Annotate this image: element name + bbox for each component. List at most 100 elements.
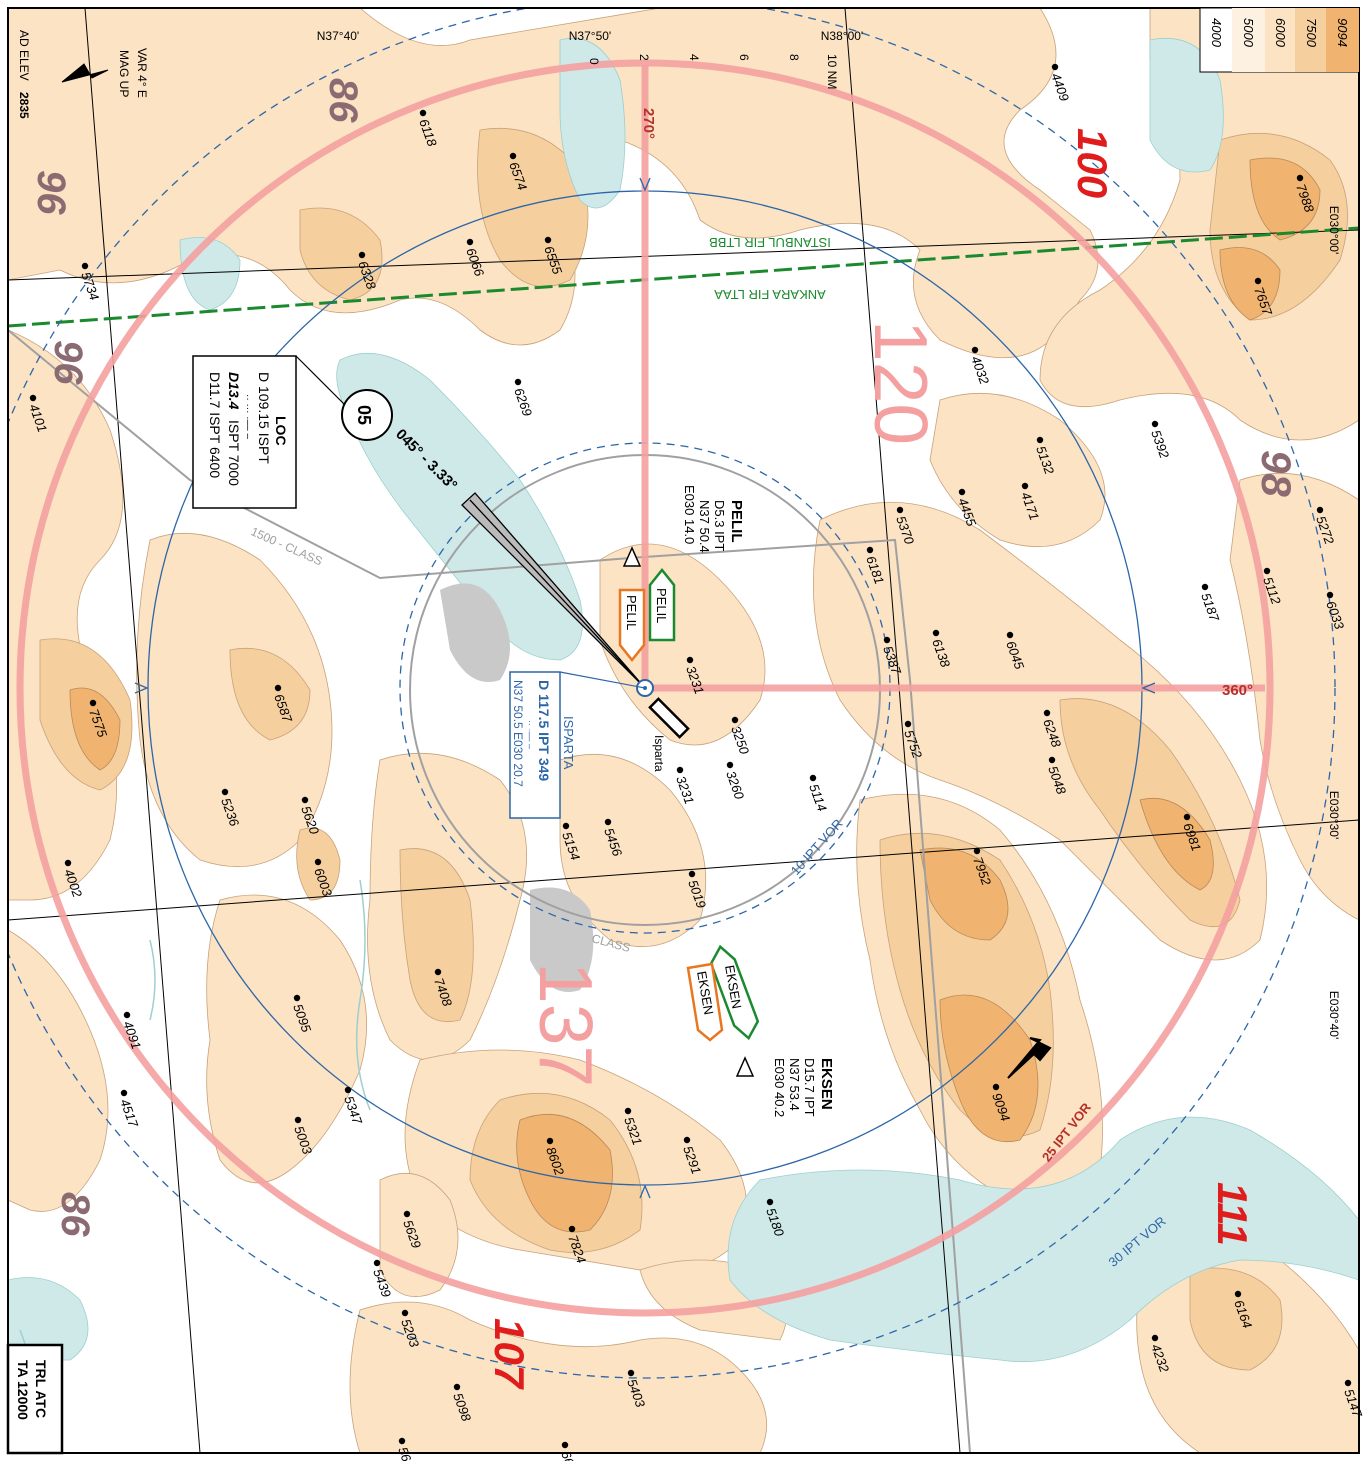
spot-elevation-dot [562,822,570,830]
spot-elevation-label: 4409 [1048,71,1072,103]
scale-mark-10: 10 NM [825,54,839,89]
msa-86-bot: 86 [53,1192,97,1237]
legend-6000: 6000 [1273,18,1288,48]
spot-elevation-dot [123,1011,131,1019]
loc-box: LOC D 109.15 ISPT ·· ··· ·–– – D13.4 ISP… [192,355,346,509]
spot-elevation-dot [1254,277,1262,285]
eksen-name: EKSEN [818,1058,835,1110]
eksen-lat: N37 53.4 [787,1058,802,1111]
north-arrow-icon [61,63,109,83]
spot-elevation-label: 5114 [806,782,830,813]
spot-elevation-dot [883,636,891,644]
highest-terrain-arrow-icon [1007,1037,1052,1079]
scale-mark-0: 0 [587,58,601,65]
spot-elevation-dot [544,236,552,244]
lat-label-2: N37°50' [569,29,611,43]
spot-elevation-dot [683,1136,691,1144]
elevation-legend: 9094 7500 6000 5000 4000 [1199,7,1360,73]
spot-elevation-dot [866,546,874,554]
spot-elevation-dot [561,1441,569,1449]
scale-bar: 0 2 4 6 8 10 NM [587,54,839,89]
pelil-name: PELIL [728,500,745,543]
spot-elevation-dot [604,818,612,826]
spot-elevation-dot [344,1086,352,1094]
spot-elevation-label: 6269 [511,386,535,418]
ring-ticks [134,177,1156,1199]
loc-d2: D11.7 ISPT 6400 [207,372,223,478]
vor-morse: ·· ·–– – [525,720,535,749]
spot-elevation-dot [932,629,940,637]
spot-elevation-dot [514,378,522,386]
spot-elevation-dot [453,1383,461,1391]
lat-label-3: N38°00' [821,29,863,43]
msa-96-mid: 96 [46,340,90,385]
spot-elevation-dot [1296,174,1304,182]
spot-elevation-dot [403,1210,411,1218]
spot-elevation-dot [676,766,684,774]
spot-elevation-dot [29,394,37,402]
approach-course [461,492,646,689]
loc-title: LOC [273,416,289,446]
spot-elevation-dot [89,699,97,707]
vor-name: ISPARTA [561,716,576,770]
msa-120: 120 [859,320,943,445]
spot-elevation-dot [398,1437,406,1445]
loc-d1: D13.4 [226,372,242,410]
spot-elevation-dot [373,1259,381,1267]
lon-label-2: E030°30' [1327,791,1341,839]
mag-up: MAG UP [117,50,131,97]
trl-box: TRL ATC TA 12000 [6,1343,64,1455]
vor-label: Isparta [652,735,666,772]
msa-100: 100 [1069,128,1116,198]
spot-elevation-dot [358,251,366,259]
spot-elevation-dot [434,968,442,976]
spot-elevation-dot [294,1116,302,1124]
vor-info-box: ISPARTA D 117.5 IPT 349 ·· ·–– – N37 50.… [509,671,666,819]
pelil-lat: N37 50.4 [697,500,712,553]
msa-96-top: 96 [29,170,73,215]
scale-mark-4: 4 [687,54,701,61]
spot-elevation-dot [401,1309,409,1317]
spot-elevation-dot [1151,1334,1159,1342]
trl-line1: TRL ATC [33,1360,49,1418]
fir-upper-label: ISTANBUL FIR LTBB [709,235,831,250]
pelil-lon: E030 14.0 [682,485,697,544]
fix-eksen: EKSEN D15.7 IPT N37 53.4 E030 40.2 EKSEN… [686,944,835,1117]
spot-elevation-dot [1201,583,1209,591]
spot-elevation-dot [809,774,817,782]
chart-info: AD ELEV 2835 VAR 4° E MAG UP [17,30,149,119]
spot-elevation-dot [419,109,427,117]
msa-137: 137 [524,962,608,1087]
spot-elevation-label: 5347 [341,1094,365,1127]
spot-elevation-dot [1234,1290,1242,1298]
spot-elevation-dot [1051,63,1059,71]
loc-freq: D 109.15 ISPT [256,372,272,464]
msa-111: 111 [1209,1182,1256,1246]
ad-elev-value: 2835 [17,92,31,119]
ring-10-label: 10 IPT VOR [788,816,846,878]
spot-elevation-dot [301,796,309,804]
spot-elevation-dot [1316,506,1324,514]
radials [641,65,1265,692]
legend-9094: 9094 [1335,18,1350,47]
spot-elevation-label: 3260 [723,769,747,802]
spot-elevation-dot [1021,482,1029,490]
pelil-dist: D5.3 IPT [712,500,727,551]
spot-elevation-dot [120,1089,128,1097]
legend-7500: 7500 [1304,18,1319,48]
spot-elevation-dot [726,761,734,769]
vor-freq: D 117.5 IPT 349 [536,680,552,781]
spot-elevation-dot [688,870,696,878]
loc-d1-rest: ISPT 7000 [226,420,242,486]
spot-elevation-dot [1036,436,1044,444]
spot-elevation-dot [1043,709,1051,717]
spot-elevation-dot [766,1198,774,1206]
scale-mark-6: 6 [737,54,751,61]
runway [648,697,690,739]
spot-elevation-label: 4032 [968,354,992,387]
lon-label-3: E030°40' [1327,991,1341,1039]
fir-boundary [8,226,1359,328]
pelil-orange-label: PELIL [624,595,639,630]
vor-coords: N37 50.5 E030 20.7 [511,680,525,787]
spot-elevation-dot [731,716,739,724]
